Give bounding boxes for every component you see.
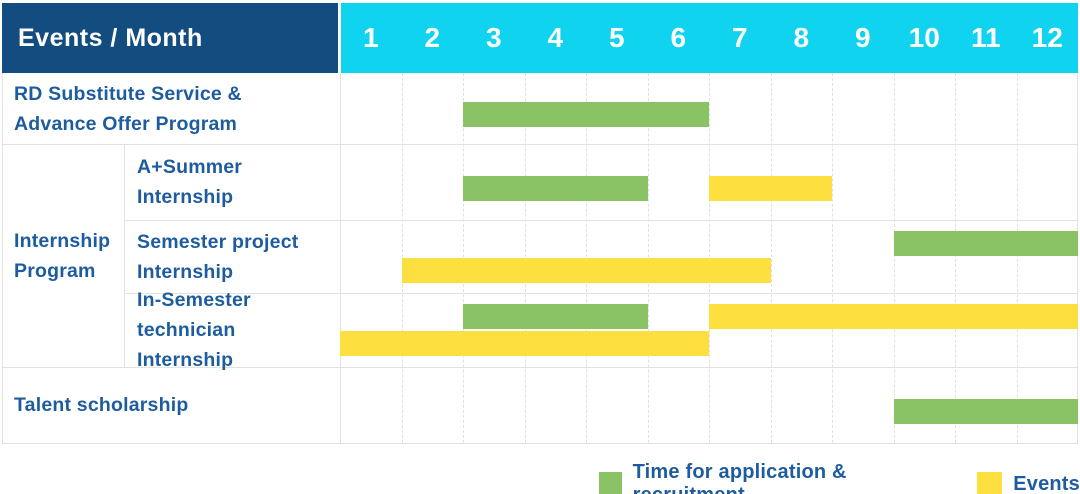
gantt-bar-application <box>463 102 709 127</box>
gantt-bar-application <box>893 398 1078 424</box>
month-header-band <box>341 3 1078 73</box>
gantt-bar-events <box>709 304 1078 330</box>
gantt-bar-events <box>709 175 832 201</box>
events-month-header-cell: Events / Month <box>2 3 338 73</box>
row-label-talent-scholarship: Talent scholarship <box>14 394 189 416</box>
gantt-bar-application <box>463 304 648 330</box>
row-divider <box>2 144 1078 145</box>
row-divider <box>124 293 1078 294</box>
month-header-cell-10: 10 <box>908 22 940 53</box>
group-label-internship-program: Internship Program <box>14 229 111 282</box>
month-gridline <box>893 73 895 443</box>
legend-item-events: Events <box>977 471 1080 494</box>
row-divider <box>2 367 1078 368</box>
table-bottom-border <box>2 443 1078 444</box>
legend-swatch-green <box>599 471 622 494</box>
month-gridline <box>955 73 956 443</box>
row-label-a-plus-summer-internship: A+Summer Internship <box>137 156 243 208</box>
month-header-cell-2: 2 <box>424 22 441 53</box>
month-header-cell-7: 7 <box>731 22 748 53</box>
events-month-header-label: Events / Month <box>18 23 203 52</box>
row-label-rd-substitute-service: RD Substitute Service & Advance Offer Pr… <box>14 82 242 135</box>
gantt-bar-application <box>893 230 1078 256</box>
row-divider <box>124 220 1078 221</box>
sub-column-divider <box>124 144 125 367</box>
month-header-cell-6: 6 <box>670 22 687 53</box>
month-gridline <box>1016 73 1018 443</box>
month-header-cell-4: 4 <box>547 22 564 53</box>
legend: Time for application & recruitment Event… <box>599 461 1080 494</box>
gantt-bar-events <box>401 257 771 283</box>
legend-item-application: Time for application & recruitment <box>599 461 933 494</box>
gantt-bar-application <box>463 175 648 201</box>
row-label-in-semester-technician-internship: In-Semester technician Internship <box>137 289 251 371</box>
legend-label-events: Events <box>1013 472 1080 494</box>
month-header-cell-9: 9 <box>854 22 871 53</box>
table-right-border <box>1077 73 1078 443</box>
month-gridline <box>832 73 833 443</box>
month-gridline <box>770 73 772 443</box>
month-header-cell-12: 12 <box>1031 22 1063 53</box>
table-left-border <box>2 73 3 443</box>
gantt-bar-events <box>340 331 709 357</box>
legend-swatch-yellow <box>977 471 1003 494</box>
month-header-cell-3: 3 <box>485 22 502 53</box>
month-header-cell-11: 11 <box>970 22 1001 53</box>
month-header-cell-1: 1 <box>362 22 379 53</box>
month-header-cell-8: 8 <box>793 22 810 53</box>
label-chart-divider <box>340 73 341 443</box>
month-header-cell-5: 5 <box>608 22 625 53</box>
legend-label-application: Time for application & recruitment <box>632 461 847 494</box>
row-label-semester-project-internship: Semester project Internship <box>137 230 299 283</box>
